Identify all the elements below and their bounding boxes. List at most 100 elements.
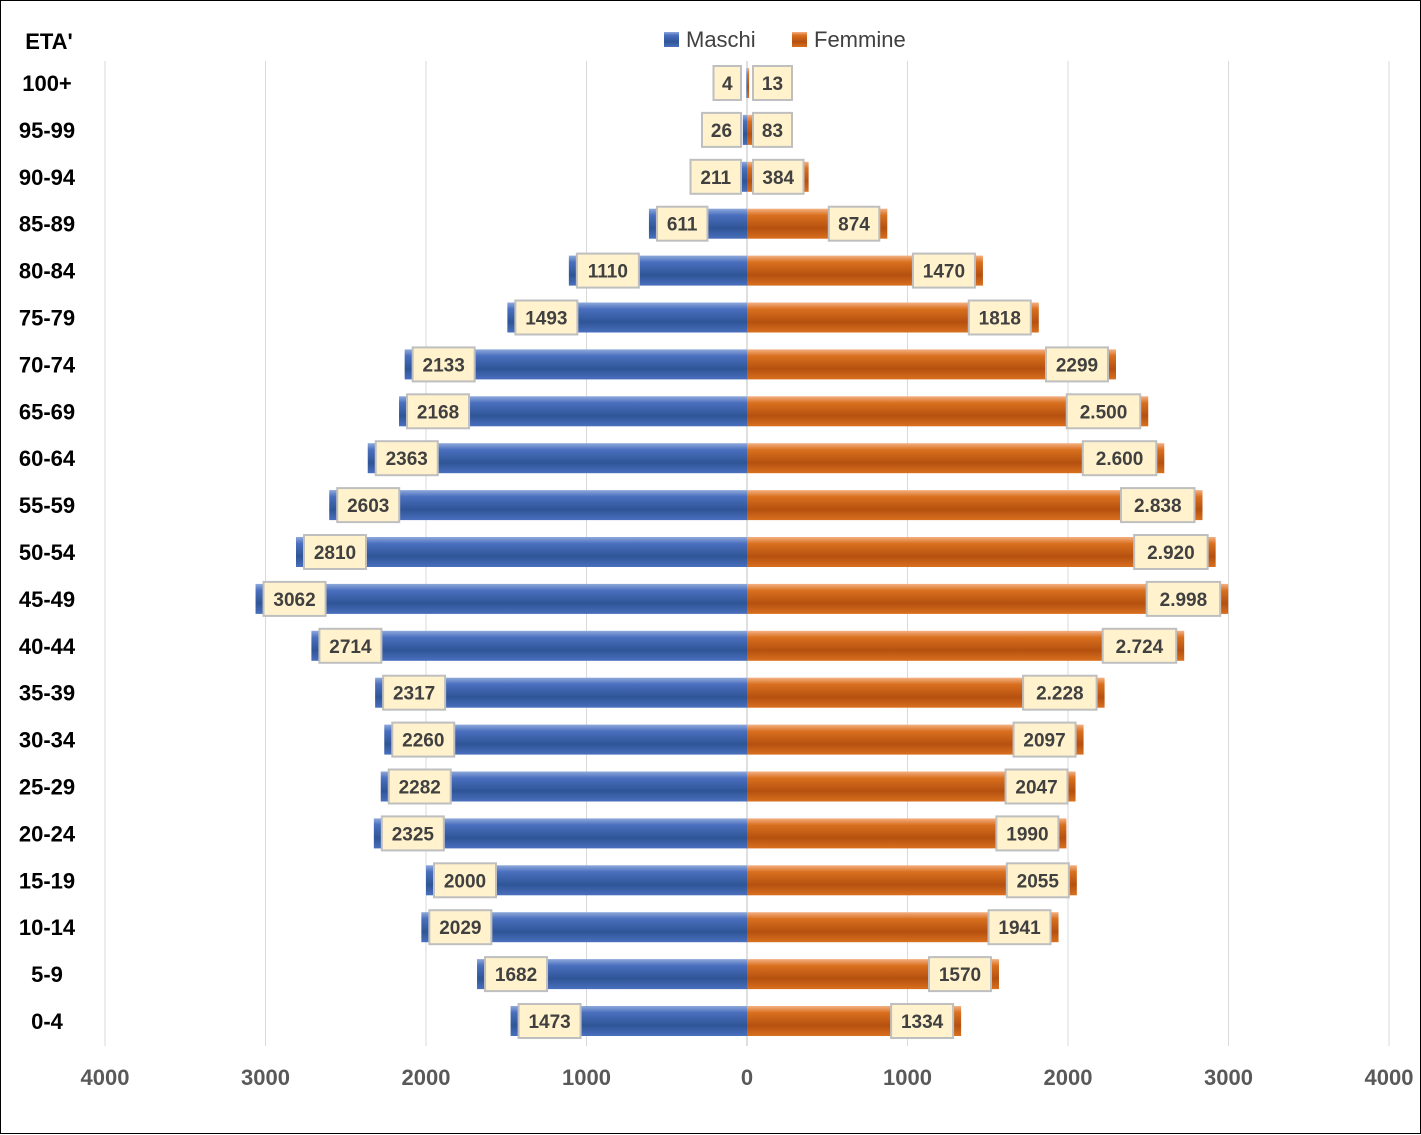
label-box-maschi	[701, 111, 742, 148]
label-box-femmine	[1065, 393, 1142, 430]
age-label: 5-9	[31, 962, 63, 987]
data-label-femmine: 2.600	[1096, 449, 1144, 470]
x-tick-label: 3000	[241, 1065, 290, 1090]
label-box-maschi	[517, 1003, 582, 1039]
y-axis-title: ETA'	[25, 29, 73, 54]
label-box-maschi	[428, 909, 493, 946]
data-label-femmine: 384	[762, 168, 794, 189]
label-box-femmine	[1004, 768, 1069, 805]
data-label-maschi: 1493	[525, 309, 567, 330]
legend-label-femmine: Femmine	[814, 27, 906, 52]
age-label: 75-79	[19, 306, 75, 331]
legend-swatch-femmine	[792, 32, 807, 47]
data-label-maschi: 2810	[314, 543, 356, 564]
data-label-maschi: 2168	[417, 402, 459, 423]
label-box-maschi	[689, 158, 742, 195]
x-tick-label: 0	[741, 1065, 753, 1090]
label-box-femmine	[752, 65, 793, 101]
label-box-maschi	[712, 65, 742, 101]
x-tick-label: 2000	[402, 1065, 451, 1090]
age-label: 70-74	[19, 352, 76, 377]
bar-maschi	[295, 537, 747, 567]
bar-femmine	[747, 68, 750, 98]
x-axis: 4000 3000 2000 1000 0 1000 2000 3000 4000	[81, 1065, 1414, 1090]
data-label-femmine: 13	[762, 74, 783, 95]
data-label-femmine: 2.998	[1160, 590, 1208, 611]
age-label: 25-29	[19, 775, 75, 800]
data-label-maschi: 2714	[329, 637, 372, 658]
data-label-maschi: 2603	[347, 496, 389, 517]
label-box-maschi	[655, 205, 709, 242]
data-label-femmine: 2097	[1023, 731, 1065, 752]
bar-maschi	[311, 630, 747, 661]
label-box-maschi	[336, 487, 401, 524]
age-label: 50-54	[19, 540, 76, 565]
age-label: 85-89	[19, 212, 75, 237]
data-label-maschi: 2325	[392, 824, 435, 845]
label-box-femmine	[1119, 487, 1196, 524]
data-label-maschi: 2282	[399, 778, 441, 799]
age-label: 55-59	[19, 493, 75, 518]
x-tick-label: 4000	[1365, 1065, 1414, 1090]
label-box-maschi	[262, 580, 327, 617]
age-label: 10-14	[19, 915, 76, 940]
age-label: 30-34	[19, 728, 76, 753]
label-box-maschi	[514, 299, 579, 336]
data-label-maschi: 1473	[528, 1012, 570, 1033]
age-axis: ETA' 100+ 95-99 90-94 85-89 80-84 75-79 70-74 65…	[19, 29, 76, 1034]
legend-swatch-maschi	[664, 32, 679, 47]
data-label-femmine: 1941	[998, 918, 1041, 939]
data-label-femmine: 2.228	[1036, 684, 1084, 705]
label-box-femmine	[967, 299, 1032, 336]
label-box-maschi	[380, 815, 445, 852]
bar-maschi	[255, 583, 747, 614]
age-label: 90-94	[19, 165, 76, 190]
label-box-maschi	[411, 346, 476, 383]
label-box-femmine	[890, 1003, 955, 1039]
label-box-maschi	[391, 721, 456, 758]
data-label-maschi: 2000	[444, 871, 486, 892]
legend: Maschi Femmine	[664, 27, 906, 52]
data-label-femmine: 2299	[1056, 355, 1098, 376]
data-labels: 4 13 26 83 211 384 611 874 1110 1470 1493 1818 2133 2…	[262, 65, 1222, 1039]
age-label: 65-69	[19, 399, 75, 424]
label-box-femmine	[1022, 674, 1098, 711]
x-tick-label: 1000	[562, 1065, 611, 1090]
label-box-maschi	[484, 956, 549, 993]
label-box-femmine	[827, 205, 881, 242]
legend-label-maschi: Maschi	[686, 27, 756, 52]
data-label-femmine: 1818	[979, 309, 1021, 330]
label-box-maschi	[387, 768, 452, 805]
age-label: 15-19	[19, 868, 75, 893]
data-label-femmine: 874	[838, 215, 870, 236]
data-label-maschi: 1682	[495, 965, 537, 986]
label-box-maschi	[374, 440, 439, 477]
label-box-femmine	[1145, 580, 1222, 617]
data-label-maschi: 211	[700, 168, 731, 189]
age-label: 20-24	[19, 821, 76, 846]
age-label: 45-49	[19, 587, 75, 612]
x-tick-label: 1000	[883, 1065, 932, 1090]
age-label: 35-39	[19, 681, 75, 706]
age-label: 60-64	[19, 446, 76, 471]
data-label-femmine: 2047	[1015, 778, 1057, 799]
data-label-maschi: 26	[711, 121, 732, 142]
data-label-femmine: 2.838	[1134, 496, 1182, 517]
bar-maschi	[746, 68, 747, 98]
data-label-femmine: 83	[762, 121, 783, 142]
x-tick-label: 3000	[1204, 1065, 1253, 1090]
data-label-femmine: 2.724	[1116, 637, 1164, 658]
label-box-femmine	[1081, 440, 1158, 477]
data-label-femmine: 2055	[1017, 871, 1060, 892]
data-label-maschi: 2317	[393, 684, 435, 705]
label-box-femmine	[987, 909, 1052, 946]
label-box-femmine	[1101, 627, 1178, 664]
data-label-maschi: 3062	[273, 590, 315, 611]
data-label-femmine: 1990	[1006, 824, 1048, 845]
label-box-maschi	[302, 534, 367, 570]
age-label: 0-4	[31, 1009, 64, 1034]
label-box-femmine	[752, 158, 805, 195]
data-label-maschi: 2133	[423, 355, 465, 376]
label-box-femmine	[1012, 721, 1077, 758]
label-box-maschi	[382, 674, 447, 711]
